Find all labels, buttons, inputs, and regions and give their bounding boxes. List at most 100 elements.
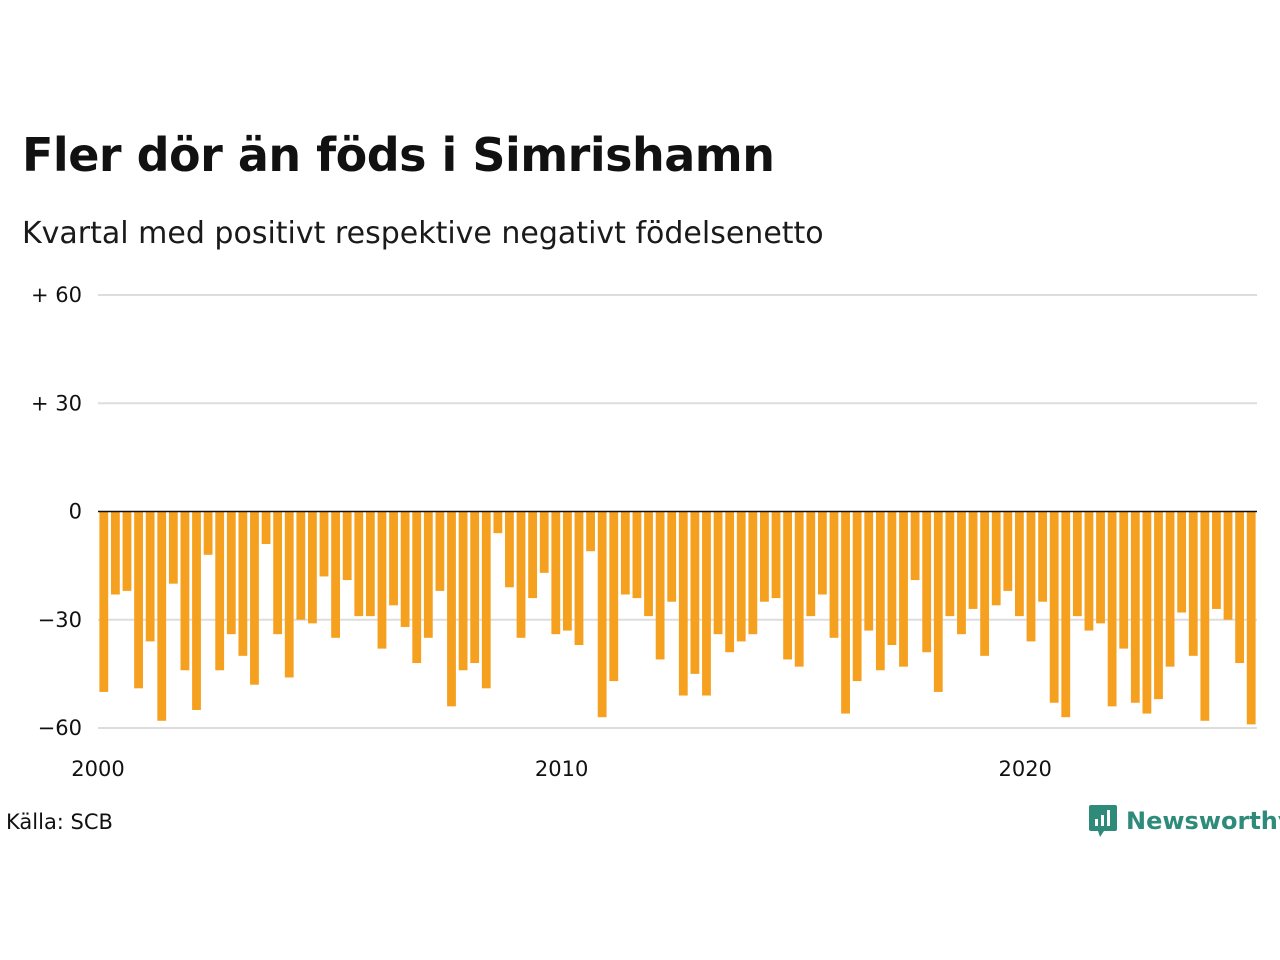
bar: 2011 K3: -24	[632, 511, 642, 599]
bar: 2009 K4: -34	[551, 511, 561, 635]
bar: 2019 K2: -26	[991, 511, 1001, 606]
bar: 2011 K1: -47	[609, 511, 619, 682]
bars: 2000 K1: -502000 K2: -232000 K3: -222000…	[99, 511, 1256, 725]
bar: 2021 K2: -33	[1084, 511, 1094, 631]
bar: 2018 K1: -50	[933, 511, 943, 692]
bar: 2020 K4: -57	[1061, 511, 1071, 718]
bar: 2002 K2: -12	[203, 511, 213, 555]
bar: 2009 K3: -17	[539, 511, 549, 573]
bar: 2022 K4: -52	[1154, 511, 1163, 700]
y-tick-label: −60	[38, 716, 82, 740]
bar: 2020 K3: -53	[1049, 511, 1059, 703]
bar: 2003 K2: -48	[250, 511, 259, 685]
bar: 2012 K4: -45	[690, 511, 700, 674]
bar: 2016 K4: -44	[875, 511, 885, 671]
bar: 2000 K1: -50	[99, 511, 109, 692]
bar: 2007 K3: -54	[447, 511, 456, 707]
chart-title: Fler dör än föds i Simrishamn	[22, 128, 775, 182]
x-tick-label: 2020	[998, 757, 1051, 781]
y-tick-label: + 30	[31, 391, 82, 415]
bar: 2000 K4: -49	[134, 511, 143, 689]
x-axis-labels: 2000 2010 2020	[71, 757, 1052, 781]
bar: 2021 K1: -29	[1072, 511, 1082, 617]
bar: 2014 K3: -24	[771, 511, 781, 599]
bar: 2015 K2: -29	[806, 511, 816, 617]
bar: 2020 K2: -25	[1038, 511, 1047, 602]
bar: 2023 K3: -40	[1188, 511, 1198, 656]
source-note: Källa: SCB	[6, 810, 113, 834]
newsworthy-icon	[1089, 805, 1117, 837]
bar: 2004 K4: -18	[319, 511, 329, 577]
bar: 2016 K1: -56	[841, 511, 850, 714]
bar: 2001 K4: -44	[180, 511, 190, 671]
bar: 2018 K2: -29	[945, 511, 955, 617]
bar: 2015 K1: -43	[794, 511, 804, 667]
bar: 2006 K2: -26	[389, 511, 398, 606]
bar: 2010 K4: -57	[597, 511, 607, 718]
bar: 2016 K3: -33	[864, 511, 874, 631]
chart-subtitle: Kvartal med positivt respektive negativt…	[22, 216, 824, 251]
bar: 2004 K1: -46	[284, 511, 294, 678]
bar: 2017 K3: -19	[910, 511, 920, 581]
bar: 2023 K2: -28	[1177, 511, 1187, 613]
bar: 2003 K1: -40	[238, 511, 248, 656]
bar: 2021 K4: -54	[1107, 511, 1117, 707]
bar: 2005 K2: -19	[342, 511, 352, 581]
bar: 2005 K4: -29	[365, 511, 375, 617]
bar: 2001 K2: -58	[157, 511, 167, 721]
bar: 2024 K4: -59	[1246, 511, 1256, 725]
bar: 2020 K1: -36	[1026, 511, 1036, 642]
bar: 2011 K4: -29	[644, 511, 653, 617]
bar: 2013 K4: -36	[736, 511, 746, 642]
bar: 2022 K1: -38	[1119, 511, 1129, 649]
bar: 2001 K1: -36	[145, 511, 155, 642]
y-tick-label: 0	[69, 500, 82, 524]
bar: 2004 K2: -30	[296, 511, 306, 620]
bar: 2002 K3: -44	[215, 511, 225, 671]
bar: 2019 K1: -40	[980, 511, 990, 656]
bar: 2007 K1: -35	[423, 511, 433, 638]
bar: 2008 K4: -21	[505, 511, 514, 588]
bar: 2007 K2: -22	[435, 511, 445, 591]
bar: 2003 K4: -34	[273, 511, 283, 635]
bar: 2024 K3: -42	[1235, 511, 1245, 664]
bar: 2017 K4: -39	[922, 511, 932, 653]
bar: 2000 K2: -23	[110, 511, 120, 595]
bar: 2019 K3: -22	[1003, 511, 1013, 591]
bar: 2014 K4: -41	[783, 511, 793, 660]
bar: 2009 K1: -35	[516, 511, 526, 638]
bar: 2022 K2: -53	[1130, 511, 1140, 703]
bar: 2014 K1: -34	[748, 511, 758, 635]
bar: 2009 K2: -24	[528, 511, 538, 599]
bar: 2008 K2: -49	[481, 511, 491, 689]
bar: 2002 K4: -34	[226, 511, 236, 635]
bar: 2005 K3: -29	[354, 511, 364, 617]
bar: 2007 K4: -44	[458, 511, 468, 671]
bar: 2008 K1: -42	[470, 511, 480, 664]
bar: 2023 K1: -43	[1165, 511, 1175, 667]
bar: 2024 K2: -30	[1223, 511, 1233, 620]
bar: 2013 K3: -39	[725, 511, 735, 653]
bar: 2013 K1: -51	[702, 511, 711, 696]
bar: 2012 K2: -25	[667, 511, 677, 602]
bar: 2003 K3: -9	[261, 511, 271, 544]
bar: 2022 K3: -56	[1142, 511, 1152, 714]
bar: 2024 K1: -27	[1212, 511, 1221, 609]
brand-name: Newsworthy	[1126, 807, 1280, 835]
bar: 2004 K3: -31	[308, 511, 317, 624]
bar: 2016 K2: -47	[852, 511, 862, 682]
bar: 2023 K4: -58	[1200, 511, 1210, 721]
bar: 2010 K1: -33	[562, 511, 572, 631]
bar: 2021 K3: -31	[1096, 511, 1105, 624]
bar: 2017 K2: -43	[899, 511, 908, 667]
bar: 2001 K3: -20	[168, 511, 178, 584]
bar: 2012 K1: -41	[655, 511, 665, 660]
bar: 2018 K3: -34	[957, 511, 966, 635]
bar: 2013 K2: -34	[713, 511, 723, 635]
bar: 2018 K4: -27	[968, 511, 978, 609]
x-tick-label: 2000	[71, 757, 124, 781]
x-tick-label: 2010	[535, 757, 588, 781]
y-tick-label: + 60	[31, 283, 82, 307]
bar: 2000 K3: -22	[122, 511, 132, 591]
bar: 2006 K4: -42	[412, 511, 422, 664]
